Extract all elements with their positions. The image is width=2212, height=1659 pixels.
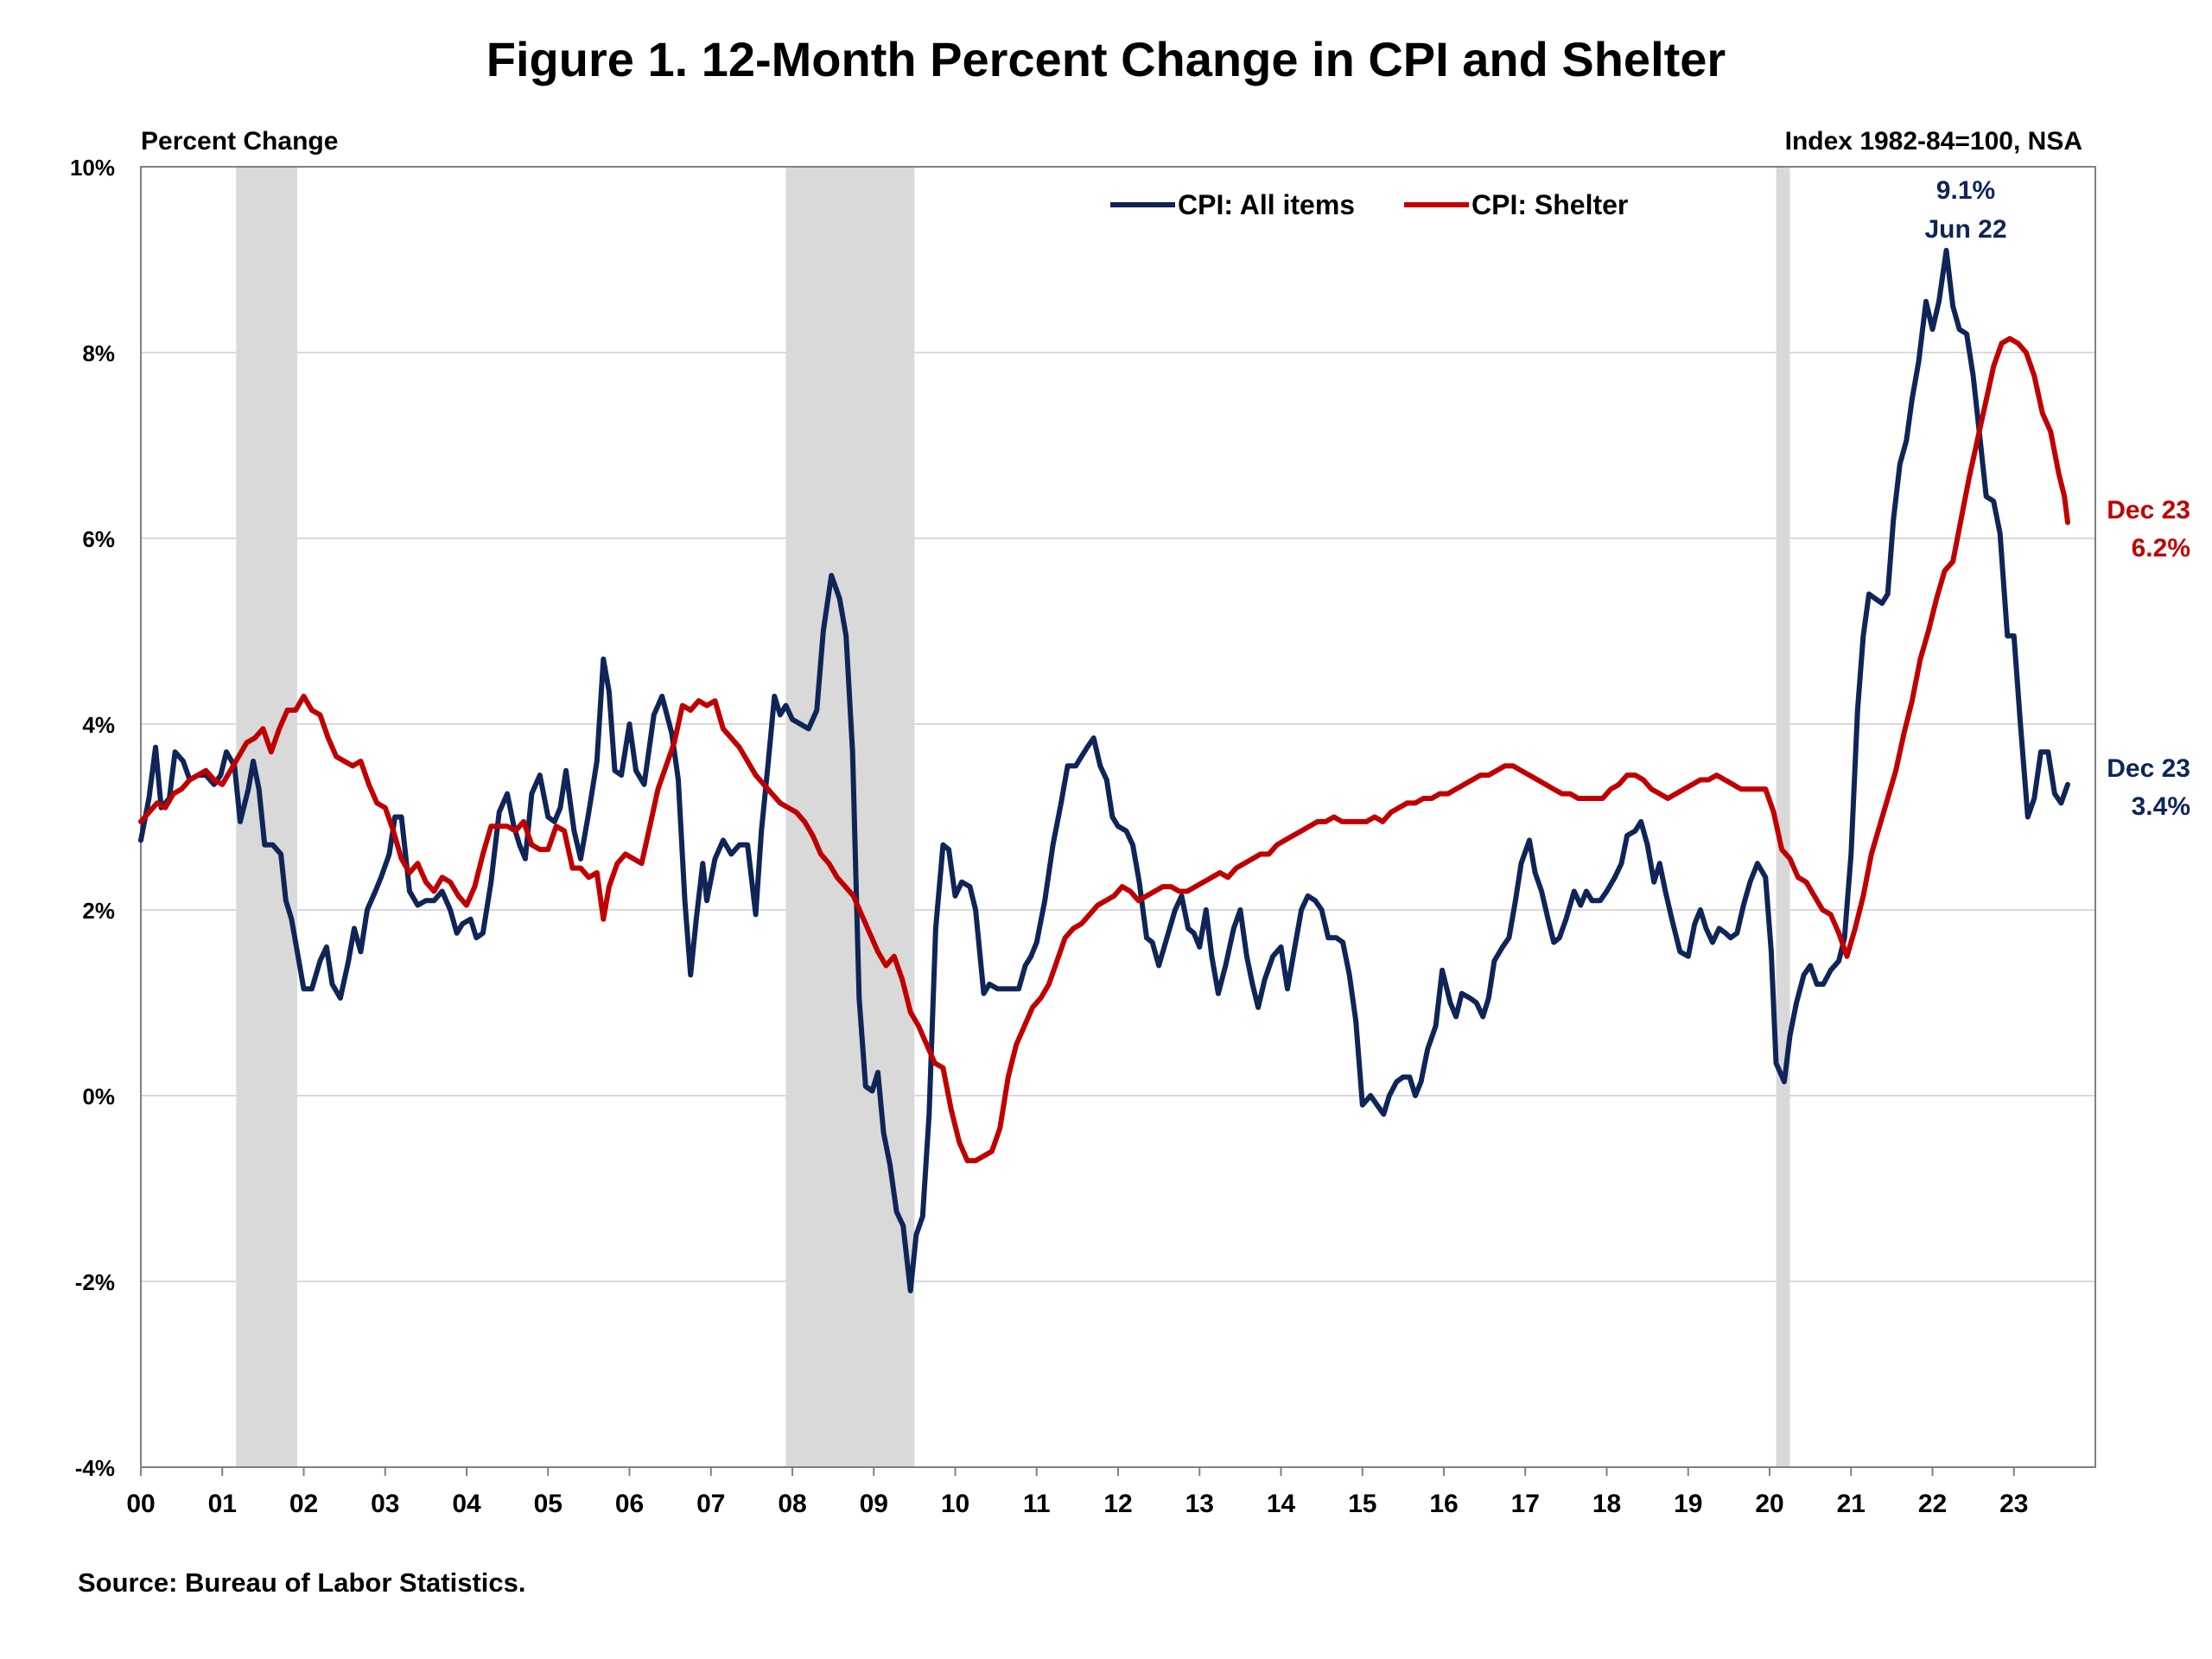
y-tick-label: 2% [82, 898, 115, 924]
x-tick-label: 13 [1185, 1490, 1214, 1518]
y-tick-label: -2% [75, 1269, 115, 1295]
y-axis-label: Percent Change [141, 127, 338, 156]
annotation-line1: Dec 23 [2107, 496, 2190, 524]
annotation-line2: 3.4% [2132, 792, 2190, 821]
x-tick-label: 01 [208, 1490, 237, 1518]
y-tick-label: 6% [82, 526, 115, 552]
x-tick-label: 11 [1023, 1490, 1051, 1518]
index-note: Index 1982-84=100, NSA [1785, 127, 2082, 156]
legend: CPI: All items CPI: Shelter [1110, 189, 1628, 220]
x-tick-label: 08 [778, 1490, 806, 1518]
recession-band [785, 167, 915, 1467]
x-tick-label: 17 [1511, 1490, 1540, 1518]
x-tick-label: 02 [289, 1490, 318, 1518]
x-tick-label: 05 [534, 1490, 563, 1518]
series-line-cpi-all-items [138, 247, 2070, 1294]
series-lines [138, 247, 2070, 1294]
x-tick-label: 19 [1674, 1490, 1702, 1518]
x-tick-label: 06 [615, 1490, 644, 1518]
y-tick-label: 0% [82, 1084, 115, 1109]
y-tick-label: 8% [82, 340, 115, 366]
recession-band [236, 167, 297, 1467]
y-tick-label: 10% [70, 155, 115, 181]
annotation-line2: Jun 22 [1924, 215, 2006, 244]
x-tick-label: 23 [1999, 1490, 2028, 1518]
series-line-cpi-shelter [138, 335, 2070, 1164]
x-tick-labels: 00 01 02 03 04 05 06 07 08 09 10 11 12 13 14 15 16 17 18 19… [126, 1467, 2028, 1518]
legend-label: CPI: All items [1178, 189, 1355, 220]
x-tick-label: 14 [1267, 1490, 1296, 1518]
x-tick-label: 07 [696, 1490, 725, 1518]
x-tick-label: 12 [1103, 1490, 1132, 1518]
plot-area-frame [140, 166, 2096, 1468]
y-tick-label: -4% [75, 1455, 115, 1481]
annotation-line1: 9.1% [1936, 176, 1995, 205]
annotation-line2: 6.2% [2132, 534, 2190, 563]
y-tick-labels: 10% 8% 6% 4% 2% 0% -2% -4% [70, 155, 115, 1481]
x-tick-label: 21 [1837, 1490, 1866, 1518]
x-tick-label: 00 [126, 1490, 155, 1518]
annotations: 9.1% Jun 22 Dec 23 6.2% Dec 23 3.4% [1924, 176, 2190, 821]
legend-label: CPI: Shelter [1471, 189, 1628, 220]
x-tick-label: 16 [1429, 1490, 1458, 1518]
recession-band [1776, 167, 1790, 1467]
source-note: Source: Bureau of Labor Statistics. [78, 1567, 526, 1598]
annotation-line1: Dec 23 [2107, 754, 2190, 783]
x-tick-label: 10 [941, 1490, 969, 1518]
x-tick-label: 18 [1592, 1490, 1621, 1518]
x-tick-label: 03 [371, 1490, 399, 1518]
recession-shading [236, 167, 1790, 1467]
x-tick-label: 22 [1918, 1490, 1947, 1518]
x-tick-label: 09 [860, 1490, 888, 1518]
chart-title: Figure 1. 12-Month Percent Change in CPI… [486, 32, 1726, 86]
y-tick-label: 4% [82, 712, 115, 738]
x-tick-label: 20 [1755, 1490, 1783, 1518]
x-tick-label: 04 [452, 1490, 481, 1518]
x-tick-label: 15 [1348, 1490, 1376, 1518]
